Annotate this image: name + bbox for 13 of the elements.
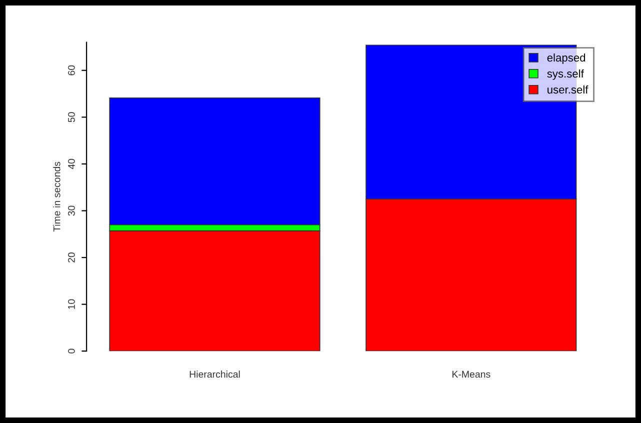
y-tick-label: 10 [68,299,75,309]
y-tick-label: 50 [68,112,75,122]
y-tick-label: 30 [68,206,75,216]
x-tick-label: K-Means [452,370,490,378]
y-axis-title: Time in seconds [53,162,60,232]
y-tick-label: 60 [68,65,75,76]
legend-label: elapsed [547,53,586,64]
x-tick-label: Hierarchical [190,370,240,378]
legend-label: sys.self [547,69,584,80]
y-tick-label: 40 [68,158,75,170]
y-tick-label: 20 [68,252,75,262]
y-tick-label: 0 [68,348,75,354]
legend-label: user.self [548,85,588,94]
